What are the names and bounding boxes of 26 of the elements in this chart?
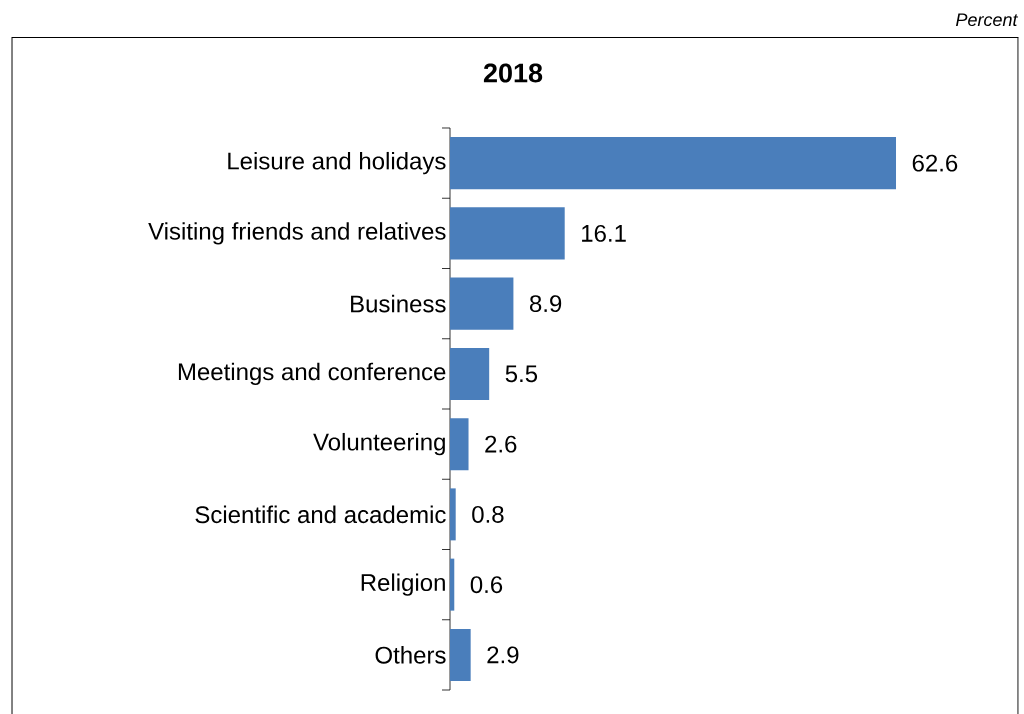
data-label: 2.6 xyxy=(485,435,517,453)
y-tick-label: Meetings and conference xyxy=(178,362,446,386)
bar xyxy=(450,628,471,681)
data-label: 62.6 xyxy=(912,154,958,172)
text: Percent xyxy=(956,13,1019,27)
y-tick-label: Business xyxy=(351,294,446,313)
y-tick-label: Leisure and holidays xyxy=(228,151,446,175)
y-tick-label: Others xyxy=(375,646,446,664)
data-label: 16.1 xyxy=(582,224,626,242)
data-label: 8.9 xyxy=(529,295,562,313)
bar xyxy=(450,347,490,400)
y-tick-label: Scientific and academic xyxy=(195,505,446,524)
chart-title: 2018 xyxy=(483,63,543,83)
y-tick-label: Religion xyxy=(361,573,445,596)
y-tick-label: Visiting friends and relatives xyxy=(148,222,446,245)
bar xyxy=(450,277,514,330)
data-label: 2.9 xyxy=(487,646,519,664)
data-label: 0.6 xyxy=(470,576,503,594)
bar xyxy=(450,418,469,471)
y-tick-label: Volunteering xyxy=(313,432,445,456)
data-label: 0.8 xyxy=(472,505,504,523)
bar xyxy=(450,558,455,611)
data-label: 5.5 xyxy=(505,365,538,383)
bar xyxy=(450,137,897,190)
bar xyxy=(450,207,565,260)
bar xyxy=(450,488,456,541)
